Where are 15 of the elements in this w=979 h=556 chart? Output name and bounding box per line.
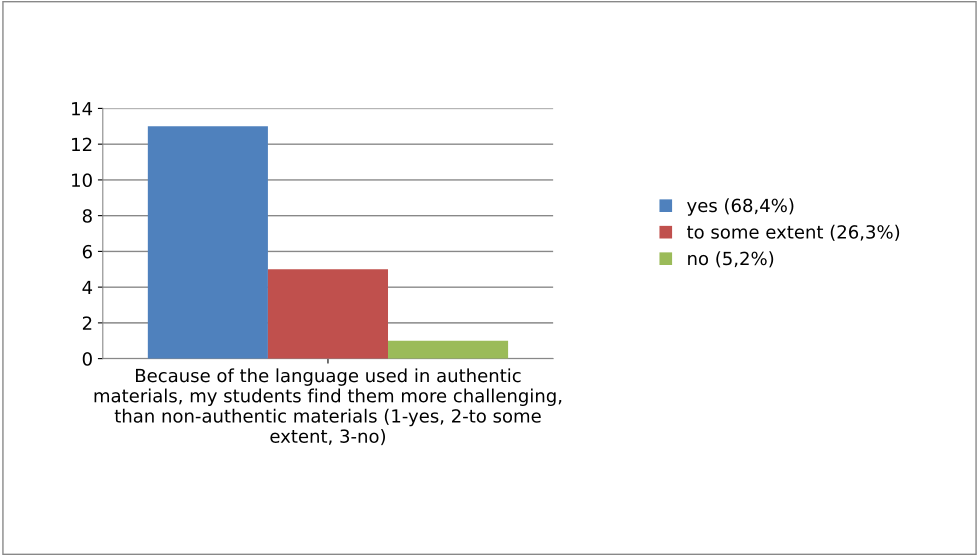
y-tick-label: 0 [82,352,92,366]
bar [268,269,388,359]
y-tick-label: 4 [82,280,92,294]
y-tick-label: 8 [82,209,92,223]
y-tick-label: 10 [72,173,92,188]
y-tick-label: 2 [82,316,92,330]
bar [148,126,268,359]
x-tick-label: Because of the language used in authentic materials, my students find them more challenging, than non-authentic materials (1-yes, 2-to some extent, 3-no) [94,368,562,446]
legend-label: to some extent (26,3%) [687,224,900,241]
bar [388,340,508,359]
y-tick-label: 12 [72,138,92,152]
y-tick-label: 6 [82,244,92,259]
y-tick-label: 14 [72,102,92,116]
legend-label: no (5,2%) [688,251,774,268]
legend-label: yes (68,4%) [687,198,794,216]
